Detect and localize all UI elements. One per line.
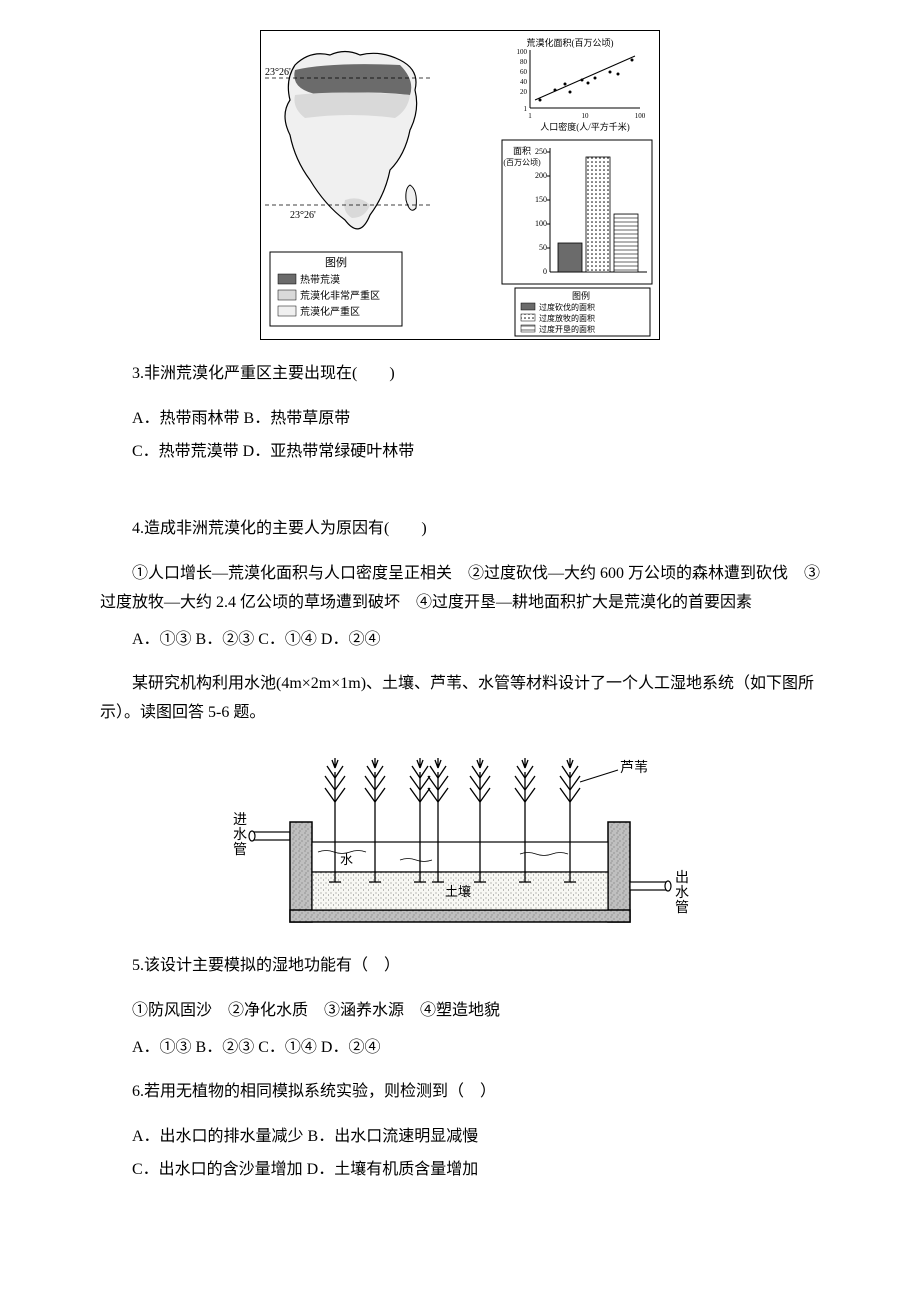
soil-label: 土壤 xyxy=(445,884,471,899)
svg-text:1: 1 xyxy=(528,112,532,120)
svg-text:(百万公顷): (百万公顷) xyxy=(503,158,541,167)
svg-text:100: 100 xyxy=(635,112,646,120)
svg-text:200: 200 xyxy=(535,171,547,180)
map-legend-item-2: 荒漠化严重区 xyxy=(300,305,360,318)
q4-opts: A．①③ B．②③ C．①④ D．②④ xyxy=(100,626,820,655)
q6-opts-line1: A．出水口的排水量减少 B．出水口流速明显减慢 xyxy=(100,1123,820,1152)
svg-text:50: 50 xyxy=(539,243,547,252)
q3-opts-line1: A．热带雨林带 B．热带草原带 xyxy=(100,405,820,434)
scatter-ylabel: 荒漠化面积(百万公顷) xyxy=(527,37,614,48)
intro-56: 某研究机构利用水池(4m×2m×1m)、土壤、芦苇、水管等材料设计了一个人工湿地… xyxy=(100,670,820,728)
lat-label-n: 23°26' xyxy=(265,67,291,78)
svg-text:80: 80 xyxy=(520,58,528,66)
svg-text:1: 1 xyxy=(524,105,528,113)
figure-africa-desertification: 23°26' 23°26' 图例 热带荒漠 荒漠化非常严重区 荒漠化严重区 荒漠… xyxy=(100,30,820,340)
q6-opts-line2: C．出水口的含沙量增加 D．土壤有机质含量增加 xyxy=(100,1156,820,1185)
bar-legend-1: 过度放牧的面积 xyxy=(539,313,595,323)
lat-label-s: 23°26' xyxy=(290,210,316,221)
svg-text:10: 10 xyxy=(582,112,590,120)
bar-legend: 图例 过度砍伐的面积 过度放牧的面积 过度开垦的面积 xyxy=(515,288,650,336)
inlet-label-2: 水 xyxy=(233,827,247,843)
svg-text:100: 100 xyxy=(535,219,547,228)
svg-text:面积: 面积 xyxy=(513,145,531,156)
svg-text:水: 水 xyxy=(675,885,689,901)
q6-stem: 6.若用无植物的相同模拟系统实验，则检测到（ ） xyxy=(100,1078,820,1107)
bar-legend-2: 过度开垦的面积 xyxy=(539,324,595,334)
q3-stem: 3.非洲荒漠化严重区主要出现在( ) xyxy=(100,360,820,389)
q4-stem: 4.造成非洲荒漠化的主要人为原因有( ) xyxy=(100,515,820,544)
water-label: 水 xyxy=(340,852,353,867)
q5-subs: ①防风固沙 ②净化水质 ③涵养水源 ④塑造地貌 xyxy=(100,997,820,1026)
bar-legend-0: 过度砍伐的面积 xyxy=(539,302,595,312)
svg-text:100: 100 xyxy=(517,48,528,56)
svg-text:20: 20 xyxy=(520,88,528,96)
svg-text:40: 40 xyxy=(520,78,528,86)
svg-text:出: 出 xyxy=(675,870,689,886)
svg-text:60: 60 xyxy=(520,68,528,76)
figure1-svg: 23°26' 23°26' 图例 热带荒漠 荒漠化非常严重区 荒漠化严重区 荒漠… xyxy=(260,30,660,340)
figure2-svg: 进 水 管 水 土壤 xyxy=(220,742,700,932)
svg-text:0: 0 xyxy=(543,267,547,276)
svg-text:250: 250 xyxy=(535,147,547,156)
figure-wetland: 进 水 管 水 土壤 xyxy=(100,742,820,932)
map-legend: 图例 热带荒漠 荒漠化非常严重区 荒漠化严重区 xyxy=(270,252,402,326)
map-legend-item-1: 荒漠化非常严重区 xyxy=(300,289,380,302)
q5-stem: 5.该设计主要模拟的湿地功能有（ ） xyxy=(100,952,820,981)
scatter-xlabel: 人口密度(人/平方千米) xyxy=(540,121,630,132)
q3-opts-line2: C．热带荒漠带 D．亚热带常绿硬叶林带 xyxy=(100,438,820,467)
svg-text:150: 150 xyxy=(535,195,547,204)
bar-chart: 面积 (百万公顷) 250 200 150 100 50 0 xyxy=(502,140,652,284)
map-legend-title: 图例 xyxy=(325,255,347,269)
q5-opts: A．①③ B．②③ C．①④ D．②④ xyxy=(100,1034,820,1063)
svg-text:管: 管 xyxy=(675,900,689,916)
bar-legend-title: 图例 xyxy=(572,290,590,301)
inlet-label-1: 进 xyxy=(233,812,247,828)
reed-label: 芦苇 xyxy=(620,760,648,776)
map-legend-item-0: 热带荒漠 xyxy=(300,273,340,286)
q4-subs: ①人口增长—荒漠化面积与人口密度呈正相关 ②过度砍伐—大约 600 万公顷的森林… xyxy=(100,560,820,618)
inlet-label-3: 管 xyxy=(233,842,247,858)
